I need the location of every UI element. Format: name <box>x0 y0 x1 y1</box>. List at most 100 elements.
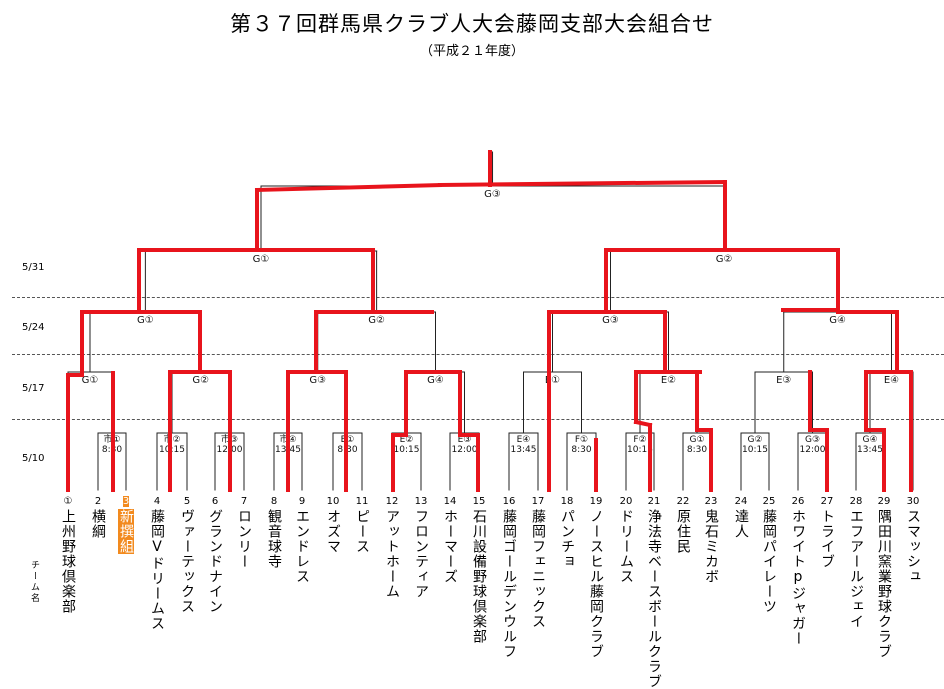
team-column-label: チーム名 <box>29 560 39 604</box>
team-name: 鬼石ミカボ <box>703 509 719 584</box>
team-entry: 7 ロンリー <box>233 496 255 569</box>
team-number: 22 <box>676 496 690 507</box>
match-time: 12:00 <box>452 445 478 455</box>
match-label: E④ <box>517 435 531 445</box>
match-time: 13:45 <box>857 445 883 455</box>
team-entry: 29 隅田川窯業野球クラブ <box>873 496 895 659</box>
team-entry: 30 スマッシュ <box>902 496 924 584</box>
team-name: 藤岡パイレーツ <box>761 509 777 614</box>
team-number: 6 <box>211 496 219 507</box>
winner-highlight-line <box>437 179 728 188</box>
team-name: アットホーム <box>384 509 400 599</box>
team-name: エンドレス <box>294 509 310 584</box>
team-name: ヴァーテックス <box>179 509 195 614</box>
team-number: 13 <box>414 496 428 507</box>
team-entry: 20 ドリームス <box>615 496 637 584</box>
match-label: G③ <box>309 375 326 386</box>
team-name: 隅田川窯業野球クラブ <box>876 509 892 659</box>
match-time: 8:30 <box>687 445 707 455</box>
team-entry: 8 観音球寺 <box>263 496 285 569</box>
match-time: 8:30 <box>571 445 591 455</box>
match-label: G① <box>253 254 270 265</box>
team-number: 10 <box>326 496 340 507</box>
match-label: G③ <box>602 315 619 326</box>
team-name: スマッシュ <box>905 509 921 584</box>
team-number: 29 <box>877 496 891 507</box>
team-number: 5 <box>183 496 191 507</box>
team-entry: 23 鬼石ミカボ <box>700 496 722 584</box>
team-name: ドリームス <box>618 509 634 584</box>
match-label: G① <box>137 315 154 326</box>
team-name: 横綱 <box>90 509 106 539</box>
team-number: 2 <box>94 496 102 507</box>
winner-highlight-line <box>633 419 653 428</box>
match-label: G① <box>82 375 99 386</box>
team-name: オズマ <box>325 509 341 554</box>
date-label-5-24: 5/24 <box>22 322 45 333</box>
match-label: G④ <box>427 375 444 386</box>
team-entry: 2 横綱 <box>87 496 109 539</box>
match-label: E③ <box>458 435 472 445</box>
team-name: ホワイトpジャガー <box>790 509 806 646</box>
team-number: 15 <box>472 496 486 507</box>
match-time: 12:00 <box>800 445 826 455</box>
team-entry: 11 ピース <box>351 496 373 554</box>
team-number: 25 <box>762 496 776 507</box>
team-entry: 4 藤岡Vドリームス <box>146 496 168 631</box>
team-number: 9 <box>298 496 306 507</box>
team-entry: 10 オズマ <box>322 496 344 554</box>
team-name: 観音球寺 <box>266 509 282 569</box>
page-title: 第３７回群馬県クラブ人大会藤岡支部大会組合せ <box>230 12 714 36</box>
match-label: F② <box>633 435 646 445</box>
team-number: 7 <box>240 496 248 507</box>
match-label: G④ <box>862 435 877 445</box>
team-name: 藤岡ゴールデンウルフ <box>501 509 517 659</box>
team-entry: 9 エンドレス <box>291 496 313 584</box>
date-label-5-10: 5/10 <box>22 453 45 464</box>
team-number: 17 <box>531 496 545 507</box>
team-entry: 22 原住民 <box>672 496 694 554</box>
match-time: 10:15 <box>627 445 653 455</box>
match-label: E④ <box>884 375 899 386</box>
team-name: 石川設備野球倶楽部 <box>471 509 487 644</box>
team-number: 3 <box>122 496 130 507</box>
team-name: ホーマーズ <box>442 509 458 584</box>
team-entry: 3 新撰組 <box>115 496 137 554</box>
team-entry: 28 エフアールジェイ <box>845 496 867 629</box>
team-number: 26 <box>791 496 805 507</box>
team-number: 27 <box>820 496 834 507</box>
page-subtitle: （平成２１年度） <box>419 44 524 59</box>
date-label-5-31: 5/31 <box>22 262 45 273</box>
team-number: 8 <box>270 496 278 507</box>
match-label: G② <box>747 435 762 445</box>
team-name: 藤岡Vドリームス <box>149 509 165 631</box>
match-label: G② <box>192 375 209 386</box>
match-label: G① <box>689 435 704 445</box>
team-name: ロンリー <box>236 509 252 569</box>
match-time: 10:15 <box>742 445 768 455</box>
match-label: G② <box>716 254 733 265</box>
team-number: 12 <box>385 496 399 507</box>
team-name: エフアールジェイ <box>848 509 864 629</box>
team-number: ① <box>63 496 73 507</box>
round-divider <box>12 297 944 298</box>
team-name: パンチョ <box>559 509 575 569</box>
team-number: 30 <box>906 496 920 507</box>
match-label: E① <box>545 375 560 386</box>
match-label: G③ <box>484 189 501 200</box>
team-number: 19 <box>589 496 603 507</box>
team-entry: 18 パンチョ <box>556 496 578 569</box>
team-name: 原住民 <box>675 509 691 554</box>
team-name: 上州野球倶楽部 <box>60 509 76 614</box>
match-time: 13:45 <box>511 445 537 455</box>
team-entry: 21 浄法寺ベースボールクラブ <box>643 496 665 689</box>
team-entry: 27 トライブ <box>816 496 838 569</box>
team-entry: 16 藤岡ゴールデンウルフ <box>498 496 520 659</box>
match-label: F① <box>575 435 588 445</box>
winner-highlight-line <box>254 182 443 193</box>
team-entry: ① 上州野球倶楽部 <box>57 496 79 614</box>
match-label: G② <box>368 315 385 326</box>
team-entry: 14 ホーマーズ <box>439 496 461 584</box>
team-name: 達人 <box>733 509 749 539</box>
team-number: 21 <box>647 496 661 507</box>
